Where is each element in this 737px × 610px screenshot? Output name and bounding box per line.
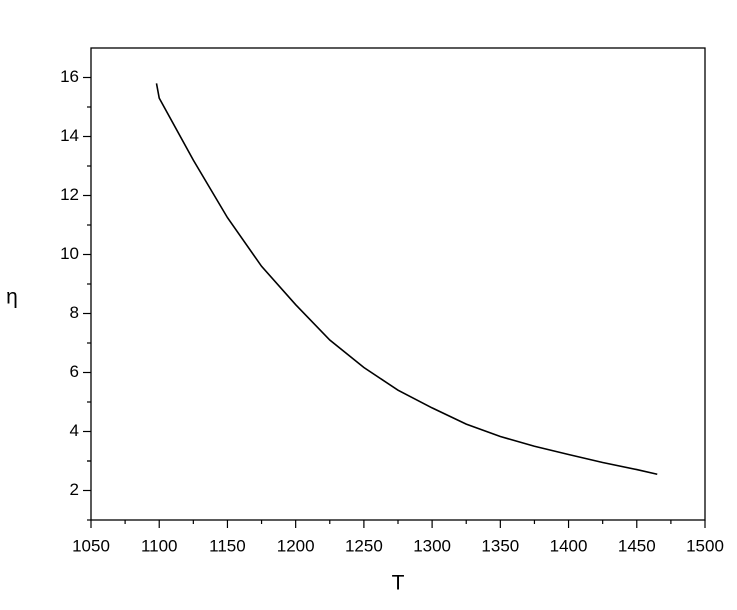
y-tick-label: 6 bbox=[70, 362, 79, 381]
y-tick-label: 4 bbox=[70, 421, 79, 440]
x-tick-label: 1150 bbox=[209, 536, 246, 555]
x-tick-label: 1400 bbox=[550, 536, 588, 555]
x-tick-label: 1450 bbox=[618, 536, 656, 555]
y-tick-label: 8 bbox=[70, 303, 79, 322]
x-tick-label: 1050 bbox=[72, 536, 110, 555]
y-tick-label: 10 bbox=[60, 244, 79, 263]
x-tick-label: 1250 bbox=[345, 536, 383, 555]
x-tick-label: 1500 bbox=[686, 536, 724, 555]
y-tick-label: 2 bbox=[70, 480, 79, 499]
y-tick-label: 12 bbox=[60, 185, 79, 204]
x-tick-label: 1300 bbox=[413, 536, 451, 555]
plot-frame bbox=[90, 47, 706, 521]
x-axis-label: T bbox=[392, 572, 405, 595]
x-tick-label: 1200 bbox=[277, 536, 315, 555]
y-axis-label: η bbox=[6, 286, 18, 309]
x-tick-label: 1350 bbox=[481, 536, 519, 555]
y-tick-label: 14 bbox=[60, 126, 79, 145]
data-line bbox=[155, 83, 658, 476]
x-tick-label: 1100 bbox=[141, 536, 178, 555]
y-tick-label: 16 bbox=[60, 67, 79, 86]
